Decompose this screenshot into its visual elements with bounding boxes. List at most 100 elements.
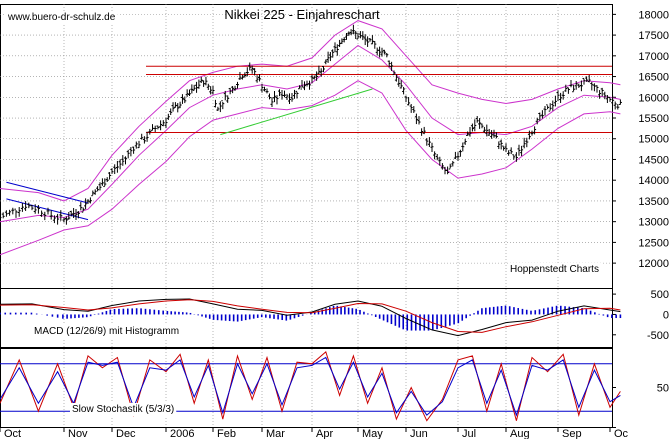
ohlc-bar xyxy=(525,137,529,148)
ohlc-bar xyxy=(270,97,274,108)
label-backing xyxy=(5,11,118,24)
ohlc-bar xyxy=(115,160,119,173)
macd-tick-label: 500 xyxy=(651,289,669,301)
ohlc-bar xyxy=(124,156,127,165)
source-label: Hoppenstedt Charts xyxy=(510,264,599,275)
ohlc-bar xyxy=(153,125,157,132)
ohlc-bar xyxy=(96,186,100,192)
ohlc-bar xyxy=(540,110,544,119)
ohlc-bar xyxy=(17,207,21,217)
ohlc-bar xyxy=(402,86,406,95)
price-tick-label: 14000 xyxy=(638,175,669,187)
ohlc-bar xyxy=(577,83,581,88)
ohlc-bar xyxy=(422,126,426,135)
ohlc-bar xyxy=(582,77,586,85)
ohlc-bar xyxy=(283,90,286,98)
ohlc-bar xyxy=(197,79,201,89)
ohlc-bar xyxy=(425,138,429,146)
ohlc-bar xyxy=(475,116,479,123)
ohlc-bar xyxy=(118,159,122,170)
ohlc-bar xyxy=(561,91,565,100)
ohlc-bar xyxy=(148,128,152,135)
x-tick-label: Oc xyxy=(614,428,629,439)
x-tick-label: Dec xyxy=(116,428,136,439)
ohlc-bar xyxy=(517,144,521,156)
ohlc-bar xyxy=(56,213,60,225)
ohlc-bar xyxy=(451,160,455,167)
ohlc-bar xyxy=(409,104,413,113)
price-tick-label: 13500 xyxy=(638,196,669,208)
x-tick-label: May xyxy=(362,428,383,439)
ohlc-bar xyxy=(349,29,353,36)
ohlc-bar xyxy=(461,142,465,152)
price-tick-label: 16000 xyxy=(638,92,669,104)
bollinger-band xyxy=(0,44,621,223)
ohlc-bar xyxy=(161,120,165,127)
ohlc-bar xyxy=(399,80,403,89)
ohlc-bar xyxy=(390,61,394,71)
ohlc-bar xyxy=(499,139,503,150)
ohlc-bar xyxy=(79,202,83,211)
ohlc-bar xyxy=(613,101,617,110)
ohlc-bar xyxy=(295,90,299,99)
ohlc-bar xyxy=(603,91,607,100)
ohlc-bar xyxy=(64,216,68,225)
ohlc-bar xyxy=(171,102,175,112)
x-tick-label: Jul xyxy=(462,428,476,439)
price-tick-label: 14500 xyxy=(638,154,669,166)
ohlc-bar xyxy=(108,172,112,180)
ohlc-bar xyxy=(36,205,40,214)
ohlc-bar xyxy=(533,126,537,135)
ohlc-bar xyxy=(347,31,351,36)
ohlc-bar xyxy=(587,74,591,83)
ohlc-bar xyxy=(33,204,37,214)
ohlc-bar xyxy=(522,137,526,149)
ohlc-bar xyxy=(446,166,450,175)
ohlc-bar xyxy=(20,203,24,212)
ohlc-bar xyxy=(468,126,472,137)
ohlc-bar xyxy=(14,208,18,218)
stochastic-line xyxy=(0,356,621,417)
ohlc-bar xyxy=(417,116,421,125)
ohlc-bar xyxy=(574,80,578,90)
label-backing xyxy=(70,403,177,416)
ohlc-bar xyxy=(312,75,316,80)
ohlc-bar xyxy=(121,155,125,166)
ohlc-bar xyxy=(11,207,15,215)
stochastic-line xyxy=(0,351,621,422)
ohlc-bar xyxy=(502,145,506,151)
ohlc-bar xyxy=(100,178,104,186)
ohlc-bar xyxy=(470,123,474,132)
ohlc-bar xyxy=(535,117,539,125)
ohlc-bar xyxy=(553,95,557,107)
ohlc-bar xyxy=(572,84,576,93)
ohlc-bar xyxy=(145,131,149,142)
ohlc-bar xyxy=(159,120,163,131)
ohlc-bar xyxy=(315,71,319,81)
ohlc-bar xyxy=(226,95,230,103)
ohlc-bar xyxy=(126,149,130,159)
price-tick-label: 17500 xyxy=(638,30,669,42)
ohlc-bar xyxy=(394,74,398,82)
ohlc-bar xyxy=(430,142,434,153)
ohlc-bar xyxy=(407,97,411,106)
ohlc-bar xyxy=(420,128,424,136)
ohlc-bar xyxy=(24,201,28,211)
ohlc-bar xyxy=(223,90,227,101)
ohlc-bar xyxy=(324,59,328,65)
ohlc-bar xyxy=(438,156,442,166)
ohlc-bar xyxy=(91,190,95,197)
ohlc-bar xyxy=(211,85,215,95)
ohlc-bar xyxy=(608,97,612,102)
ohlc-bar xyxy=(333,42,337,53)
ohlc-bar xyxy=(213,99,217,108)
price-tick-label: 17000 xyxy=(638,51,669,63)
ohlc-bar xyxy=(335,44,339,56)
ohlc-bar xyxy=(84,198,88,210)
ohlc-bar xyxy=(404,95,408,103)
ohlc-bar xyxy=(188,89,191,97)
ohlc-bar xyxy=(258,74,262,82)
ohlc-bar xyxy=(507,150,511,156)
macd-line xyxy=(0,299,621,333)
